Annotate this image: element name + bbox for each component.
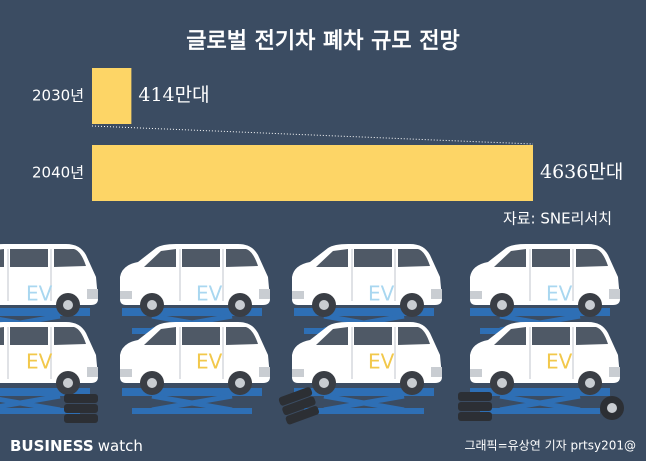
- category-label: 2030년: [32, 87, 84, 105]
- car-label: EV: [26, 282, 53, 306]
- brand-bold: BUSINESS: [10, 437, 94, 455]
- value-label: 4636만대: [540, 161, 623, 183]
- bar: [92, 68, 132, 124]
- bar: [92, 145, 533, 201]
- brand: BUSINESS watch: [10, 437, 143, 455]
- car-label: EV: [546, 350, 573, 374]
- car-label: EV: [196, 350, 223, 374]
- car-label: EV: [196, 282, 223, 306]
- value-label: 414만대: [138, 84, 209, 106]
- credit: 그래픽=유상연 기자 prtsy201@: [464, 439, 636, 453]
- car-label: EV: [368, 350, 395, 374]
- car-label: EV: [26, 350, 53, 374]
- source: 자료: SNE리서치: [503, 210, 612, 228]
- car-label: EV: [368, 282, 395, 306]
- brand-light: watch: [98, 437, 143, 455]
- illustration: [0, 243, 624, 426]
- category-label: 2040년: [32, 164, 84, 182]
- chart-title: 글로벌 전기차 폐차 규모 전망: [186, 29, 460, 54]
- car-label: EV: [546, 282, 573, 306]
